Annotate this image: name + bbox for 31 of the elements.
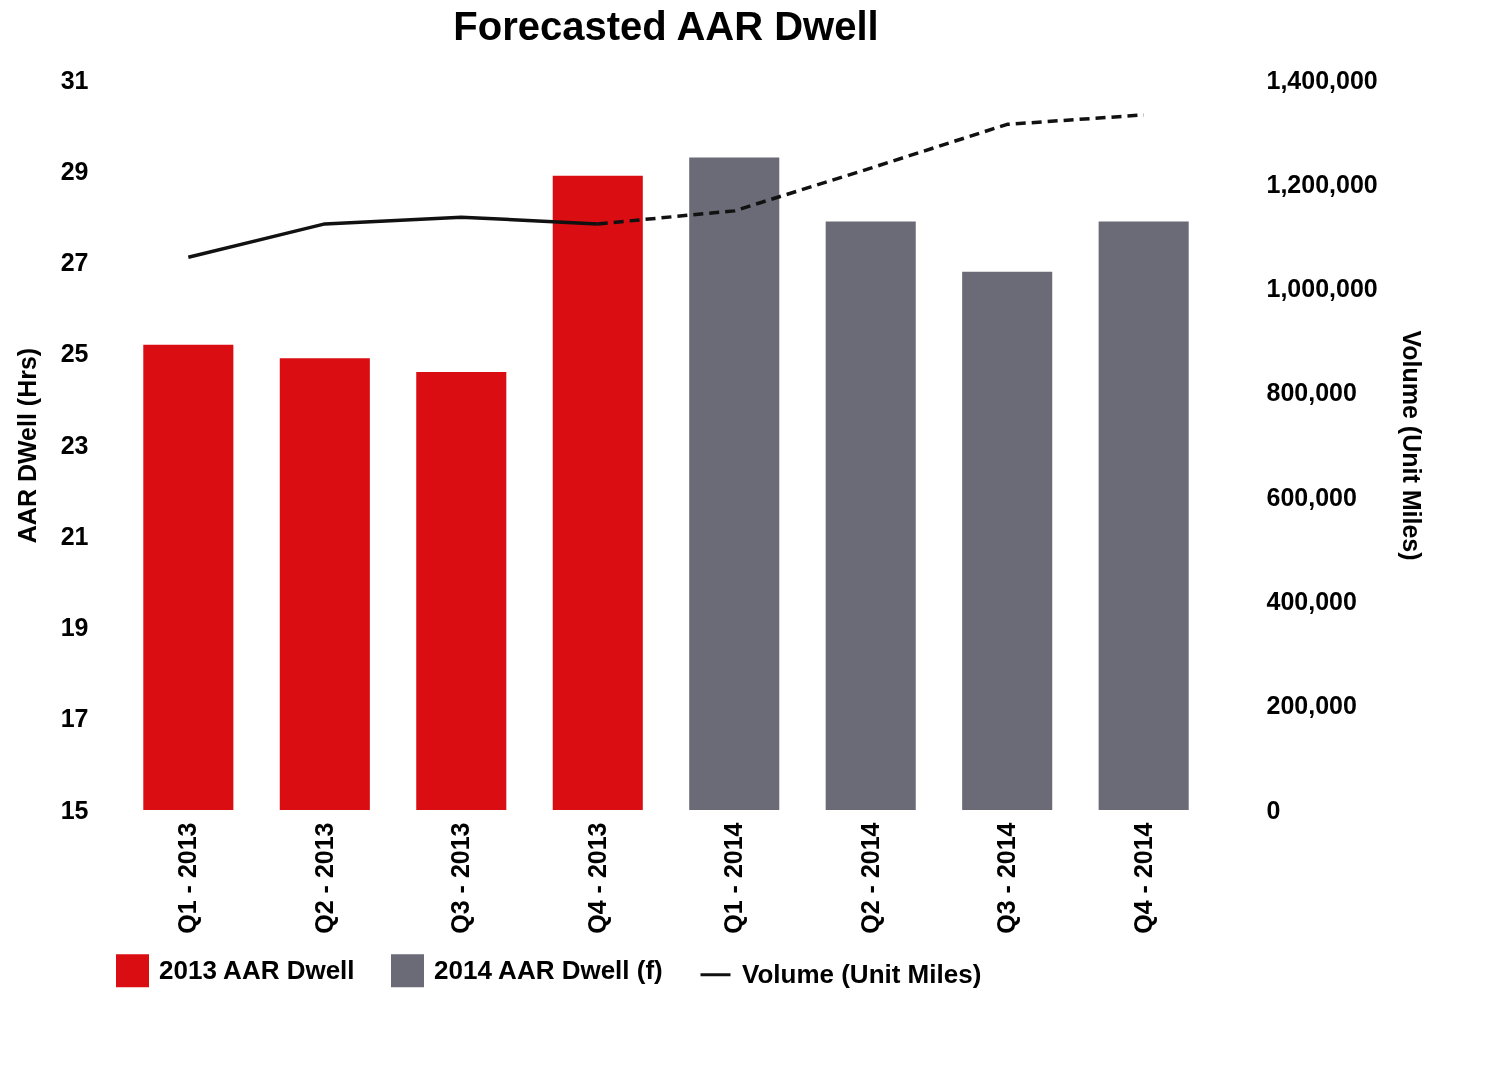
legend-label: Volume (Unit Miles): [742, 958, 982, 989]
y-tick-label: 15: [60, 795, 89, 824]
y-tick-label: 19: [60, 613, 89, 641]
y-tick-label: 21: [60, 521, 89, 550]
y2-tick-label: 800,000: [1266, 378, 1357, 407]
x-tick-label: Q3 - 2013: [446, 822, 475, 934]
x-tick-label: Q2 - 2013: [309, 822, 338, 934]
x-tick-label: Q3 - 2014: [992, 822, 1021, 934]
y2-axis-title: Volume (Unit Miles): [1397, 330, 1426, 561]
y-tick-label: 31: [60, 65, 89, 94]
y-axis-title: AAR DWell (Hrs): [12, 347, 41, 544]
x-tick-label: Q4 - 2014: [1128, 822, 1157, 934]
legend-label: 2013 AAR Dwell: [159, 954, 355, 985]
y-tick-label: 29: [60, 156, 89, 185]
y2-tick-label: 600,000: [1266, 482, 1357, 511]
y2-tick-label: 1,200,000: [1266, 169, 1378, 198]
x-tick-label: Q1 - 2013: [173, 822, 202, 934]
y-tick-label: 27: [60, 248, 89, 276]
y-tick-label: 25: [60, 339, 89, 368]
chart-title: Forecasted AAR Dwell: [453, 4, 879, 48]
y-tick-label: 17: [60, 704, 89, 733]
x-tick-label: Q4 - 2013: [582, 822, 611, 934]
y2-tick-label: 200,000: [1266, 691, 1357, 720]
y-tick-label: 23: [60, 430, 89, 459]
y2-tick-label: 400,000: [1266, 586, 1357, 615]
y2-tick-label: 0: [1266, 795, 1281, 824]
x-tick-label: Q2 - 2014: [855, 822, 884, 934]
x-tick-label: Q1 - 2014: [719, 822, 748, 934]
y2-tick-label: 1,400,000: [1266, 65, 1378, 94]
y2-tick-label: 1,000,000: [1266, 274, 1378, 303]
legend-label: 2014 AAR Dwell (f): [434, 954, 663, 985]
